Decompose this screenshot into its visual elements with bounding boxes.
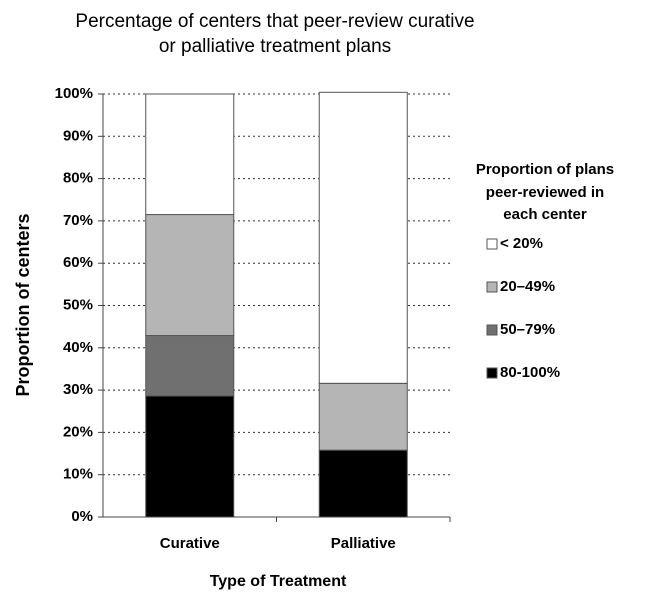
bar-segment — [145, 93, 235, 216]
chart-title: Percentage of centers that peer-review c… — [75, 11, 474, 32]
y-tick-label: 70% — [63, 212, 93, 229]
legend-title: peer-reviewed in — [486, 184, 604, 201]
y-tick-label: 10% — [63, 466, 93, 483]
y-tick-label: 100% — [55, 85, 93, 102]
legend-label: 20–49% — [500, 278, 555, 295]
legend-label: 80-100% — [500, 364, 560, 381]
legend-swatch — [486, 238, 498, 250]
legend-swatch — [486, 367, 498, 379]
y-tick-label: 80% — [63, 170, 93, 187]
bar-segment — [318, 91, 408, 384]
y-axis-label: Proportion of centers — [13, 213, 33, 396]
legend-swatch — [486, 281, 498, 293]
chart-title: or palliative treatment plans — [159, 36, 391, 57]
y-tick-label: 50% — [63, 296, 93, 313]
bar-segment — [318, 449, 408, 518]
x-axis-label: Type of Treatment — [210, 573, 347, 590]
y-tick-label: 20% — [63, 423, 93, 440]
legend-label: < 20% — [500, 235, 543, 252]
y-tick-label: 30% — [63, 381, 93, 398]
y-tick-label: 40% — [63, 339, 93, 356]
y-tick-label: 90% — [63, 127, 93, 144]
x-tick-label: Palliative — [331, 535, 396, 552]
x-tick-label: Curative — [160, 535, 220, 552]
legend-swatch — [486, 324, 498, 336]
bar-segment — [318, 382, 408, 451]
legend-title: Proportion of plans — [476, 161, 614, 178]
y-tick-label: 0% — [71, 508, 93, 525]
legend-title: each center — [503, 206, 587, 223]
legend-label: 50–79% — [500, 321, 555, 338]
bar-segment — [145, 395, 235, 518]
bar-segment — [145, 335, 235, 397]
bar-segment — [145, 214, 235, 337]
y-tick-label: 60% — [63, 254, 93, 271]
